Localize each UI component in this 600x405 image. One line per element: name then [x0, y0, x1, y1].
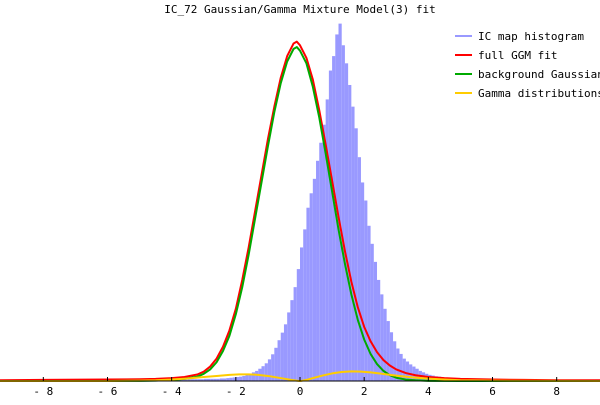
- histogram-bar: [190, 379, 195, 381]
- histogram-bar: [280, 332, 284, 381]
- x-tick-label: 8: [553, 385, 560, 398]
- histogram-bar: [389, 332, 394, 381]
- histogram-bar: [181, 379, 185, 381]
- histogram-bar: [344, 63, 349, 381]
- histogram-bar: [283, 324, 288, 381]
- x-tick-label: 4: [425, 385, 432, 398]
- histogram-bar: [402, 358, 406, 381]
- histogram-bar: [332, 56, 336, 381]
- legend-entry-label: full GGM fit: [478, 49, 557, 62]
- x-tick-label: 2: [361, 385, 368, 398]
- histogram-bar: [184, 379, 188, 381]
- histogram-bar: [267, 359, 272, 381]
- histogram-bar: [274, 347, 278, 381]
- x-tick-label: 6: [489, 385, 496, 398]
- histogram-bar: [197, 379, 201, 381]
- histogram-bar: [360, 182, 365, 381]
- histogram-bar: [251, 372, 256, 381]
- histogram-bar: [235, 377, 240, 381]
- histogram-bar: [187, 379, 191, 381]
- chart-title: IC_72 Gaussian/Gamma Mixture Model(3) fi…: [164, 3, 436, 16]
- histogram-bar: [312, 178, 317, 381]
- histogram-bar: [380, 294, 384, 381]
- histogram-bar: [255, 370, 259, 381]
- histogram-bar: [377, 279, 381, 381]
- x-tick-label: - 6: [98, 385, 118, 398]
- histogram-bar: [348, 84, 352, 381]
- histogram-bar: [206, 378, 211, 381]
- plot-area: [0, 23, 600, 382]
- histogram-bar: [203, 378, 207, 381]
- legend: IC map histogram full GGM fit background G…: [455, 30, 600, 100]
- histogram-bar: [293, 287, 297, 381]
- histogram-bar: [210, 378, 214, 381]
- histogram-bar: [271, 354, 275, 381]
- histogram-bar: [328, 70, 333, 381]
- histogram-bar: [239, 376, 243, 381]
- histogram-bar: [296, 269, 300, 381]
- histogram-bar: [245, 374, 249, 381]
- histogram-bar: [242, 375, 246, 381]
- histogram-bar: [354, 128, 358, 381]
- x-tick-label: - 4: [162, 385, 182, 398]
- histogram-bar: [200, 379, 204, 381]
- histogram-bar: [405, 361, 410, 381]
- histogram-bar: [290, 300, 294, 381]
- histogram-bar: [322, 124, 326, 381]
- histogram-bar: [264, 363, 268, 381]
- histogram-bar: [248, 373, 252, 381]
- histogram-bar: [383, 308, 387, 381]
- x-tick-label: - 2: [226, 385, 246, 398]
- histogram-bar: [373, 261, 378, 381]
- histogram-bar: [338, 23, 342, 382]
- histogram-bar: [367, 225, 371, 381]
- histogram-bar: [303, 229, 307, 381]
- legend-entry-label: Gamma distributions: [478, 87, 600, 100]
- histogram-bar: [222, 378, 227, 381]
- histogram-bar: [226, 378, 230, 381]
- legend-entry-label: IC map histogram: [478, 30, 584, 43]
- histogram-bar: [319, 142, 323, 381]
- histogram-bar: [219, 378, 223, 381]
- histogram-bar: [412, 366, 416, 381]
- histogram-bar: [357, 157, 361, 381]
- histogram-bar: [316, 160, 320, 381]
- histogram-bar: [287, 312, 291, 381]
- histogram-bar: [399, 353, 403, 381]
- histogram-bar: [229, 377, 233, 381]
- histogram-bar: [325, 99, 329, 382]
- histogram-bar: [300, 247, 304, 381]
- histogram-bar: [261, 366, 265, 381]
- histogram-bar: [178, 379, 182, 381]
- histogram-bar: [232, 377, 236, 381]
- series-line-1: [0, 40, 600, 382]
- histogram-bar: [386, 321, 390, 381]
- histogram-bar: [341, 45, 345, 382]
- histogram-bar: [351, 106, 355, 381]
- histogram-bar: [364, 200, 368, 381]
- histogram-bar: [309, 193, 313, 381]
- histogram-bar: [216, 378, 220, 381]
- x-axis: - 8 - 6 - 4 - 2 0 2 4 6 8: [0, 377, 600, 398]
- legend-entry-label: background Gaussian: [478, 68, 600, 81]
- histogram-bar: [306, 207, 310, 381]
- histogram-bar: [370, 243, 374, 381]
- histogram-bar: [277, 340, 281, 381]
- x-tick-label: - 8: [33, 385, 53, 398]
- histogram-bar: [396, 348, 400, 381]
- histogram-bar: [409, 364, 413, 381]
- x-tick-label: 0: [297, 385, 304, 398]
- histogram-bar: [213, 378, 217, 381]
- histogram-bar: [393, 341, 397, 381]
- histogram-bar: [194, 379, 198, 381]
